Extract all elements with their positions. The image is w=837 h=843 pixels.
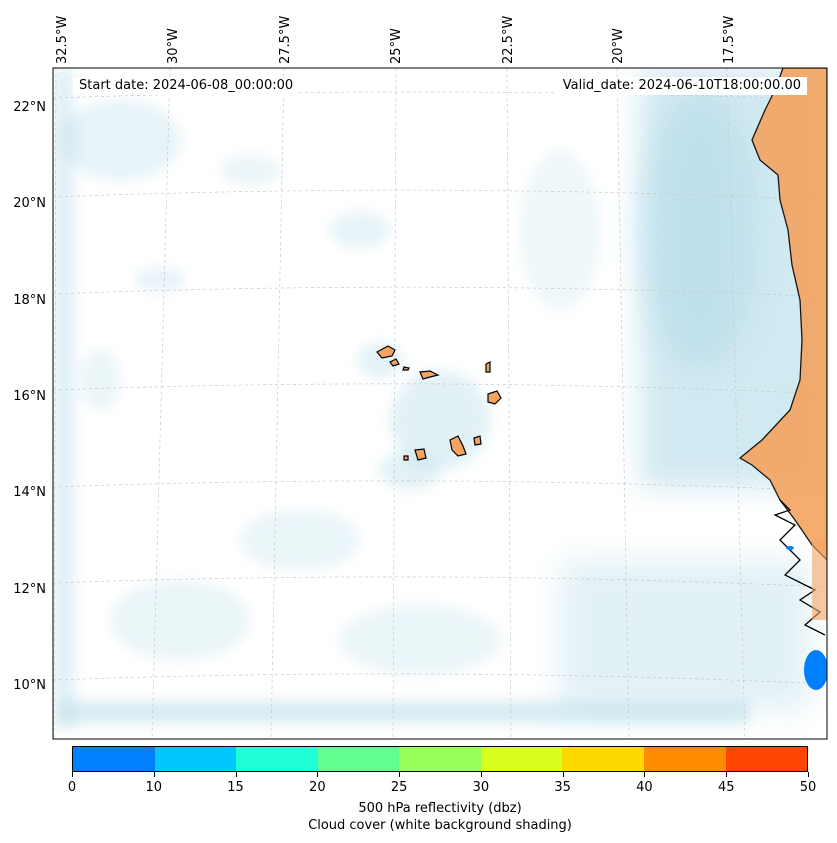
colorbar-tick (562, 772, 564, 777)
colorbar-tick-label: 40 (636, 780, 653, 795)
colorbar-segment (643, 747, 726, 771)
colorbar-segment (236, 747, 318, 771)
colorbar-tick-label: 50 (799, 780, 817, 795)
lat-label: 14°N (13, 485, 46, 500)
colorbar-tick-label: 25 (390, 780, 408, 795)
colorbar-tick-label: 0 (67, 780, 77, 795)
colorbar-segment (480, 747, 563, 771)
colorbar-tick (153, 772, 155, 777)
reflectivity-blob (786, 546, 794, 550)
colorbar-tick (480, 772, 482, 777)
lon-label: 22.5°W (501, 16, 516, 64)
colorbar-tick (726, 772, 728, 777)
africa-land (738, 68, 827, 561)
lat-label: 16°N (13, 389, 46, 404)
lat-label: 18°N (13, 293, 46, 308)
colorbar-tick (235, 772, 237, 777)
colorbar-tick (808, 772, 809, 777)
lon-label: 17.5°W (722, 16, 737, 64)
colorbar-tick-label: 20 (309, 780, 326, 795)
colorbar-tick-label: 35 (554, 780, 571, 795)
lon-label: 27.5°W (278, 16, 293, 64)
colorbar-tick (317, 772, 319, 777)
colorbar-ticks: 0 10 15 20 25 30 35 40 45 50 (68, 772, 816, 795)
lon-label: 32.5°W (55, 16, 70, 64)
lon-label: 20°W (611, 28, 626, 64)
colorbar (72, 746, 808, 772)
colorbar-tick (644, 772, 646, 777)
colorbar-segment (317, 747, 400, 771)
colorbar-segment (725, 747, 808, 771)
colorbar-tick (72, 772, 73, 777)
colorbar-tick-label: 10 (145, 780, 163, 795)
colorbar-tick-label: 30 (472, 780, 490, 795)
lon-label: 30°W (166, 28, 181, 64)
longitude-labels: 32.5°W 30°W 27.5°W 25°W 22.5°W 20°W 17.5… (55, 16, 737, 64)
lat-label: 10°N (13, 678, 46, 693)
land-patch-south (812, 540, 827, 620)
colorbar-segment (562, 747, 644, 771)
colorbar-tick-label: 45 (717, 780, 735, 795)
colorbar-tick-label: 15 (227, 780, 244, 795)
cape-verde-islands (376, 345, 502, 461)
colorbar-tick (399, 772, 401, 777)
start-date-label: Start date: 2024-06-08_00:00:00 (73, 77, 300, 95)
reflectivity-blob (804, 650, 827, 690)
valid-date-label: Valid_date: 2024-06-10T18:00:00.00 (556, 77, 807, 95)
lat-label: 22°N (13, 100, 46, 115)
lat-label: 12°N (13, 582, 46, 597)
lon-label: 25°W (389, 28, 404, 64)
colorbar-sublabel: Cloud cover (white background shading) (308, 818, 572, 833)
colorbar-segment (154, 747, 237, 771)
lat-label: 20°N (13, 196, 46, 211)
map-frame (52, 67, 828, 740)
colorbar-label: 500 hPa reflectivity (dbz) (358, 801, 522, 816)
colorbar-segment (399, 747, 481, 771)
latitude-labels: 22°N 20°N 18°N 16°N 14°N 12°N 10°N (13, 100, 46, 693)
colorbar-segment (73, 747, 155, 771)
